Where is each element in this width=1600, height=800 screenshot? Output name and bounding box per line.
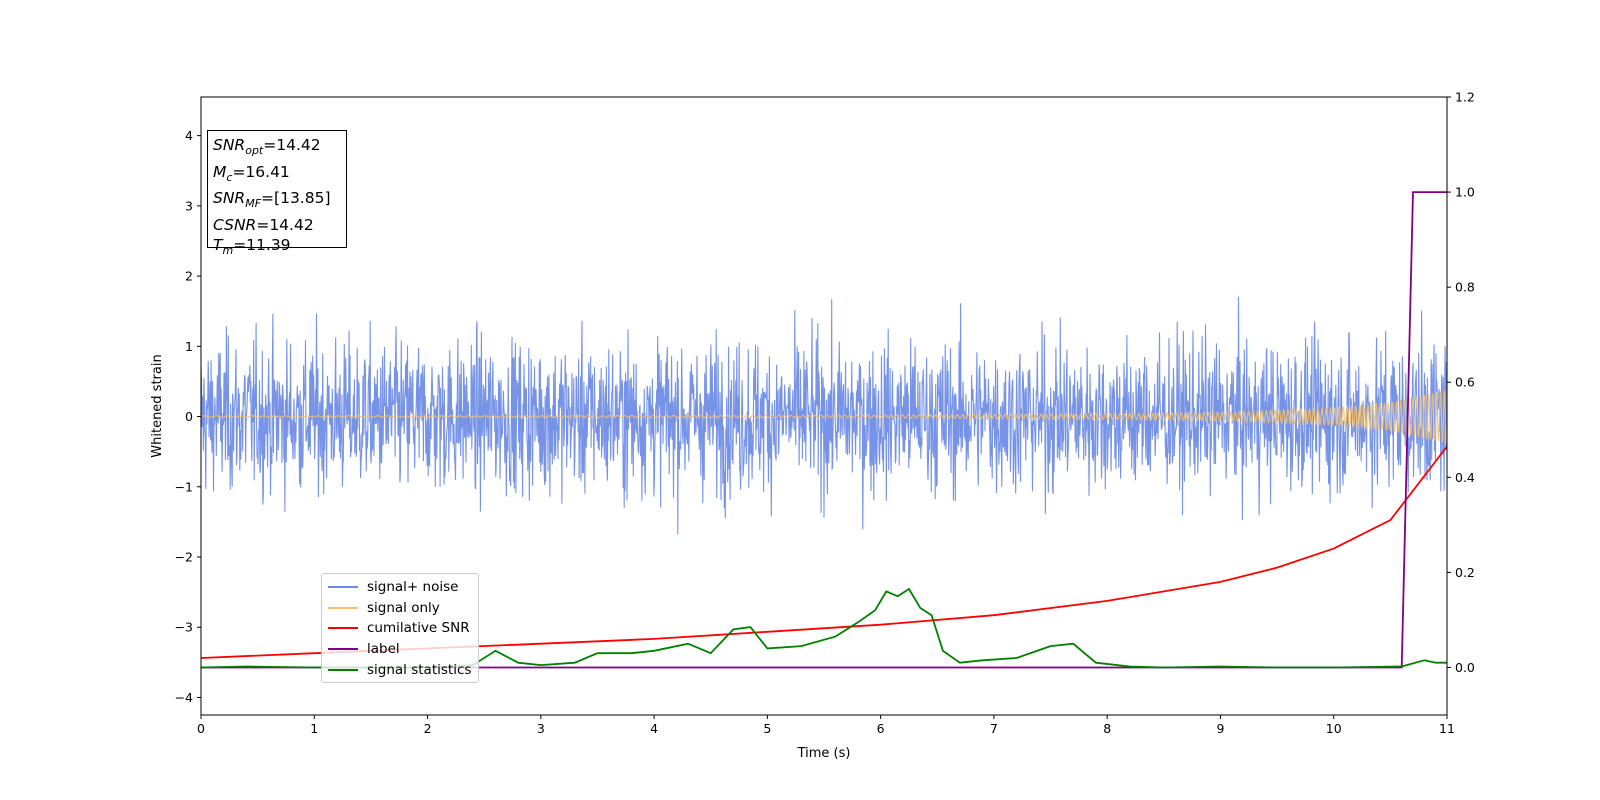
series-signal-noise (201, 296, 1447, 535)
mc-value: =16.41 (232, 162, 290, 181)
legend-swatch (328, 606, 358, 609)
y-tick-label: 2 (185, 269, 193, 284)
y-tick-label: −2 (175, 549, 193, 564)
legend: signal+ noise signal only cumilative SNR… (321, 573, 479, 683)
tm-value: =11.39 (233, 236, 291, 254)
right-y-tick-label: 1.0 (1455, 185, 1475, 200)
tm-line: Tm=11.39 (213, 235, 341, 262)
legend-label: cumilative SNR (367, 620, 470, 637)
legend-item-signal-only: signal only (328, 598, 472, 619)
mc-symbol: M (213, 162, 227, 181)
x-axis-label: Time (s) (797, 746, 851, 761)
snr-opt-symbol: SNR (213, 136, 246, 154)
x-tick-label: 10 (1326, 721, 1342, 736)
x-tick-label: 6 (877, 721, 885, 736)
x-tick-label: 4 (650, 721, 658, 736)
right-y-tick-label: 0.2 (1455, 565, 1475, 580)
right-y-tick-label: 0.8 (1455, 280, 1475, 295)
y-axis-label: Whitened strain (150, 354, 165, 457)
plot-frame (200, 96, 1448, 716)
series-signal-statistics (201, 587, 1447, 669)
legend-label: signal only (367, 599, 440, 616)
legend-label: signal statistics (367, 661, 472, 678)
snr-mf-value: =[13.85] (261, 189, 331, 207)
x-tick-label: 3 (537, 721, 545, 736)
x-tick-label: 9 (1216, 721, 1224, 736)
legend-item-signal-statistics: signal statistics (328, 659, 472, 680)
right-y-tick-label: 0.0 (1455, 660, 1475, 675)
x-tick-label: 8 (1103, 721, 1111, 736)
legend-swatch (328, 586, 358, 589)
axes: 0 1 2 3 4 5 6 7 8 9 10 1143210−1−2−3−41.21.00.80.60… (175, 90, 1475, 737)
legend-swatch (328, 627, 358, 630)
legend-item-signal-noise: signal+ noise (328, 577, 472, 598)
y-tick-label: −3 (175, 620, 193, 635)
legend-item-label: label (328, 639, 472, 660)
y-tick-label: 1 (185, 339, 193, 354)
right-y-tick-label: 0.6 (1455, 375, 1475, 390)
y-tick-label: 3 (185, 198, 193, 213)
snr-mf-subscript: MF (245, 197, 262, 210)
snr-opt-line: SNRopt=14.42 (213, 135, 341, 162)
snr-opt-value: =14.42 (263, 136, 321, 154)
y-tick-label: 0 (185, 409, 193, 424)
mc-subscript: c (226, 170, 233, 184)
series-label (201, 191, 1447, 669)
csnr-value: =14.42 (256, 215, 314, 234)
x-tick-label: 1 (310, 721, 318, 736)
x-tick-label: 11 (1439, 721, 1455, 736)
legend-item-cumulative-snr: cumilative SNR (328, 618, 472, 639)
legend-swatch (328, 668, 358, 671)
legend-swatch (328, 648, 358, 651)
series-signal-only (201, 390, 1447, 444)
y-tick-label: −1 (175, 479, 193, 494)
mc-line: Mc=16.41 (213, 162, 341, 189)
x-tick-label: 5 (763, 721, 771, 736)
right-y-tick-label: 0.4 (1455, 470, 1475, 485)
x-tick-label: 0 (197, 721, 205, 736)
snr-mf-line: SNRMF=[13.85] (213, 188, 341, 215)
legend-label: label (367, 641, 400, 658)
csnr-symbol: CSNR (213, 215, 257, 234)
legend-label: signal+ noise (367, 579, 459, 596)
csnr-line: CSNR=14.42 (213, 215, 341, 236)
annotation-box: SNRopt=14.42 Mc=16.41 SNRMF=[13.85] CSNR… (207, 130, 347, 257)
x-tick-label: 7 (990, 721, 998, 736)
tm-symbol: T (213, 236, 223, 254)
y-tick-label: −4 (175, 690, 193, 705)
snr-opt-subscript: opt (245, 144, 264, 157)
right-y-tick-label: 1.2 (1455, 90, 1475, 105)
x-tick-label: 2 (424, 721, 432, 736)
snr-mf-symbol: SNR (213, 189, 246, 207)
tm-subscript: m (222, 244, 234, 257)
y-tick-label: 4 (185, 128, 193, 143)
